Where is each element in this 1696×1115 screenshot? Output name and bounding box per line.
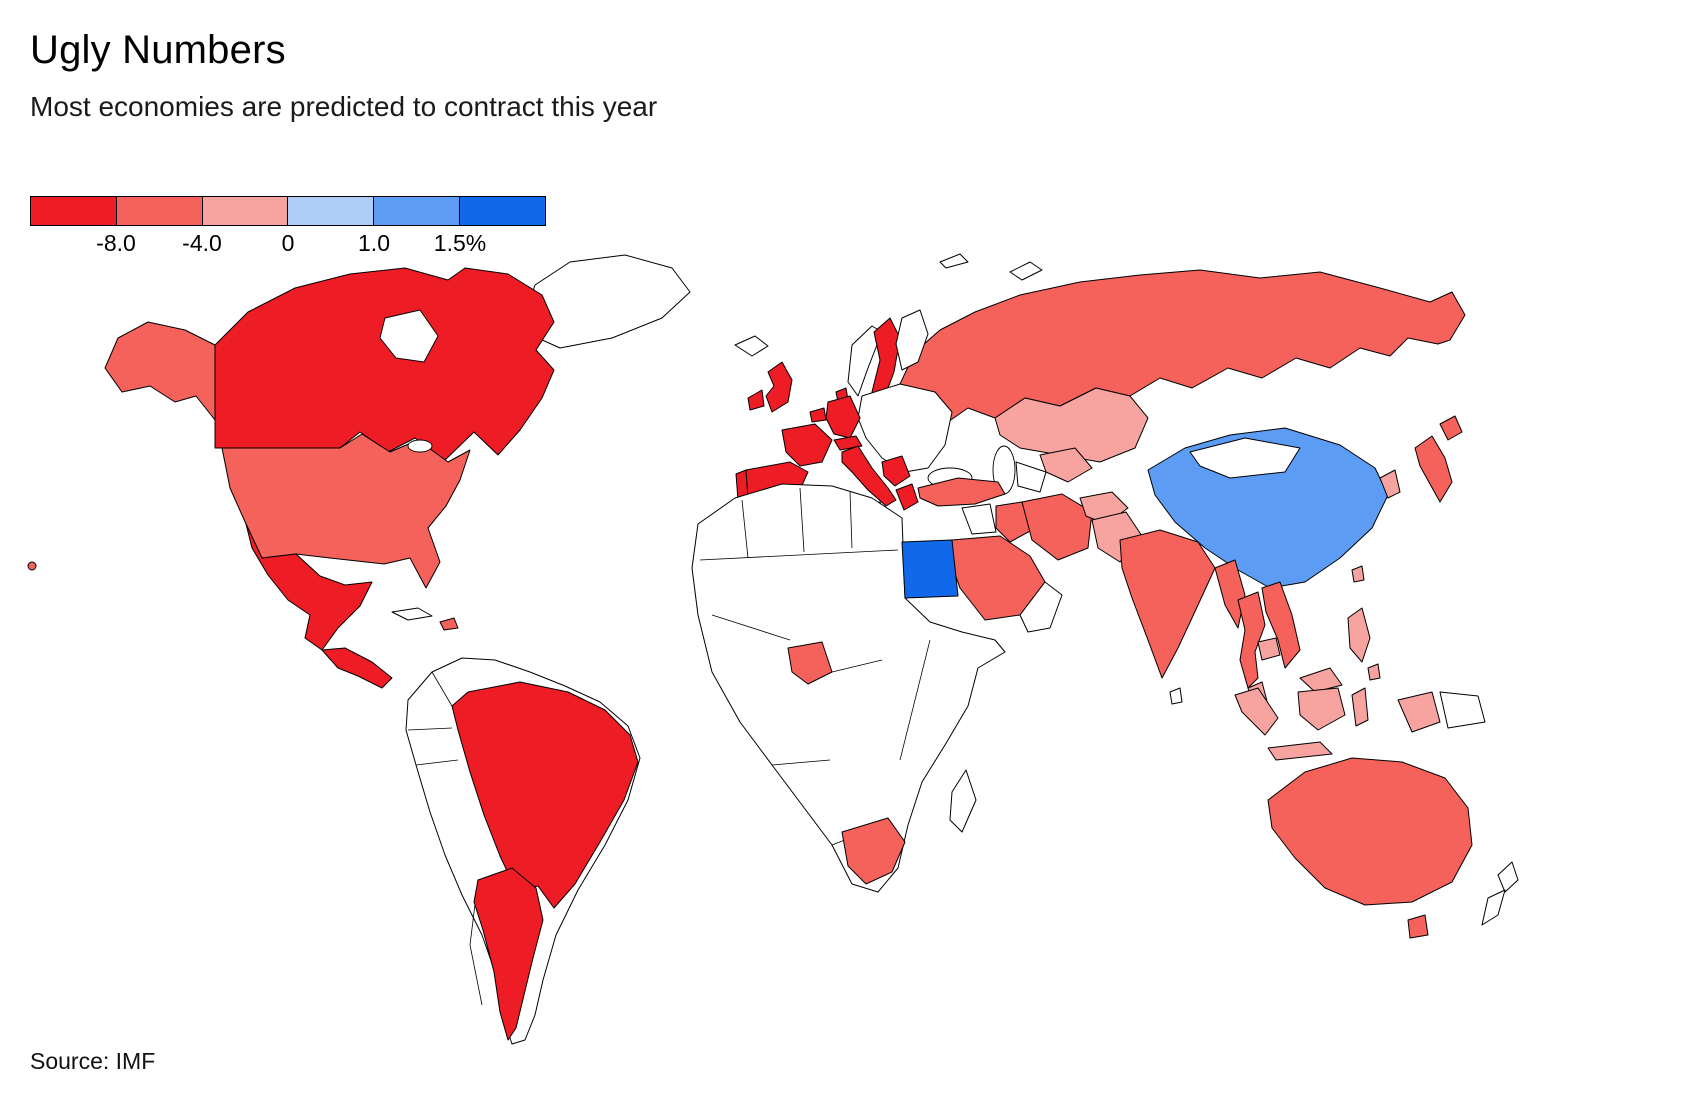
legend-segment-light-red <box>202 197 289 225</box>
country-usa <box>221 433 471 589</box>
country-usa-hawaii <box>27 561 37 571</box>
country-indonesia-sumatra <box>1234 687 1279 736</box>
country-russia <box>899 269 1466 425</box>
legend-segment-deep-blue <box>460 197 545 225</box>
chart-header: Ugly Numbers Most economies are predicte… <box>30 28 657 123</box>
region-finland <box>895 309 929 371</box>
legend-segment-mid-blue <box>374 197 461 225</box>
legend-tick-labels: -8.0 -4.0 0 1.0 1.5% <box>30 230 546 260</box>
border-line <box>407 727 453 731</box>
region-madagascar <box>949 769 977 833</box>
region-new-zealand-south <box>1481 889 1506 926</box>
region-eastern-europe <box>857 383 953 473</box>
legend-segment-deep-red <box>31 197 117 225</box>
country-south-africa <box>841 817 906 885</box>
country-argentina <box>473 867 544 1041</box>
border-line <box>431 671 453 707</box>
country-greece <box>895 483 919 511</box>
legend: -8.0 -4.0 0 1.0 1.5% <box>30 196 546 260</box>
legend-color-bar <box>30 196 546 226</box>
region-africa <box>691 483 1006 893</box>
country-philippines-mindanao <box>1367 663 1381 681</box>
border-line <box>831 659 883 673</box>
country-alpine <box>833 435 863 451</box>
chart-subtitle: Most economies are predicted to contract… <box>30 91 658 122</box>
country-vietnam <box>1261 581 1301 669</box>
region-svalbard <box>939 253 969 269</box>
country-india <box>1119 529 1216 679</box>
region-sri-lanka <box>1169 687 1183 705</box>
country-indonesia-sulawesi <box>1351 687 1369 727</box>
country-australia <box>1267 757 1473 906</box>
country-canada <box>214 267 555 461</box>
region-cuba <box>391 607 433 621</box>
country-nigeria <box>787 641 833 685</box>
country-turkey <box>917 477 1006 507</box>
country-italy <box>841 445 897 507</box>
country-malaysia-borneo <box>1299 667 1343 693</box>
country-benelux <box>809 407 827 423</box>
border-line <box>415 759 459 766</box>
country-indonesia-java <box>1267 741 1333 761</box>
region-turkmenistan <box>1015 461 1047 493</box>
country-japan-hokkaido <box>1439 415 1463 441</box>
country-south-korea <box>1379 469 1401 499</box>
hudson-bay <box>379 309 439 363</box>
border-line <box>741 499 749 559</box>
border-line <box>711 614 791 641</box>
border-line <box>699 549 899 561</box>
country-iraq <box>995 501 1033 543</box>
country-iran <box>1021 493 1093 561</box>
legend-tick-label: 0 <box>281 230 295 256</box>
legend-tick-label: 1.0 <box>358 230 390 256</box>
country-germany <box>825 395 861 439</box>
country-australia-tasmania <box>1407 914 1429 939</box>
legend-tick-label: -8.0 <box>96 230 136 256</box>
region-mongolia <box>1189 437 1301 479</box>
country-philippines <box>1347 607 1371 663</box>
region-iceland <box>734 335 769 357</box>
border-line <box>799 487 805 553</box>
country-thailand <box>1237 591 1266 689</box>
country-mexico <box>245 523 373 651</box>
country-taiwan <box>1351 565 1365 583</box>
border-line <box>771 759 831 766</box>
great-lakes <box>407 439 433 453</box>
country-cambodia <box>1257 637 1281 661</box>
country-uzbekistan <box>1039 447 1093 483</box>
country-caribbean <box>439 617 459 631</box>
country-egypt <box>901 539 959 599</box>
country-brazil <box>451 681 639 909</box>
source-note: Source: IMF <box>30 1048 156 1074</box>
page-title: Ugly Numbers <box>30 28 286 72</box>
country-france <box>781 423 833 467</box>
legend-tick-label: -4.0 <box>182 230 222 256</box>
region-arctic-island <box>1009 261 1043 281</box>
region-greenland <box>519 254 691 349</box>
legend-segment-mid-red <box>116 197 203 225</box>
country-japan <box>1414 435 1453 503</box>
legend-segment-light-blue <box>288 197 375 225</box>
border-line <box>899 639 931 761</box>
country-indonesia-borneo <box>1297 687 1346 731</box>
region-norway <box>847 325 883 397</box>
country-balkans <box>881 455 911 487</box>
region-yemen-oman <box>1019 581 1063 633</box>
region-levant <box>961 503 997 535</box>
border-line <box>849 491 853 549</box>
legend-tick-label: 1.5% <box>433 230 487 256</box>
country-central-america <box>321 647 393 689</box>
region-new-zealand-north <box>1497 861 1519 893</box>
country-indonesia-papua <box>1397 691 1441 733</box>
region-papua-new-guinea <box>1439 691 1486 729</box>
country-ireland <box>747 389 765 411</box>
country-kazakhstan <box>994 387 1149 463</box>
country-uk <box>765 361 793 413</box>
country-usa-alaska <box>104 321 216 421</box>
